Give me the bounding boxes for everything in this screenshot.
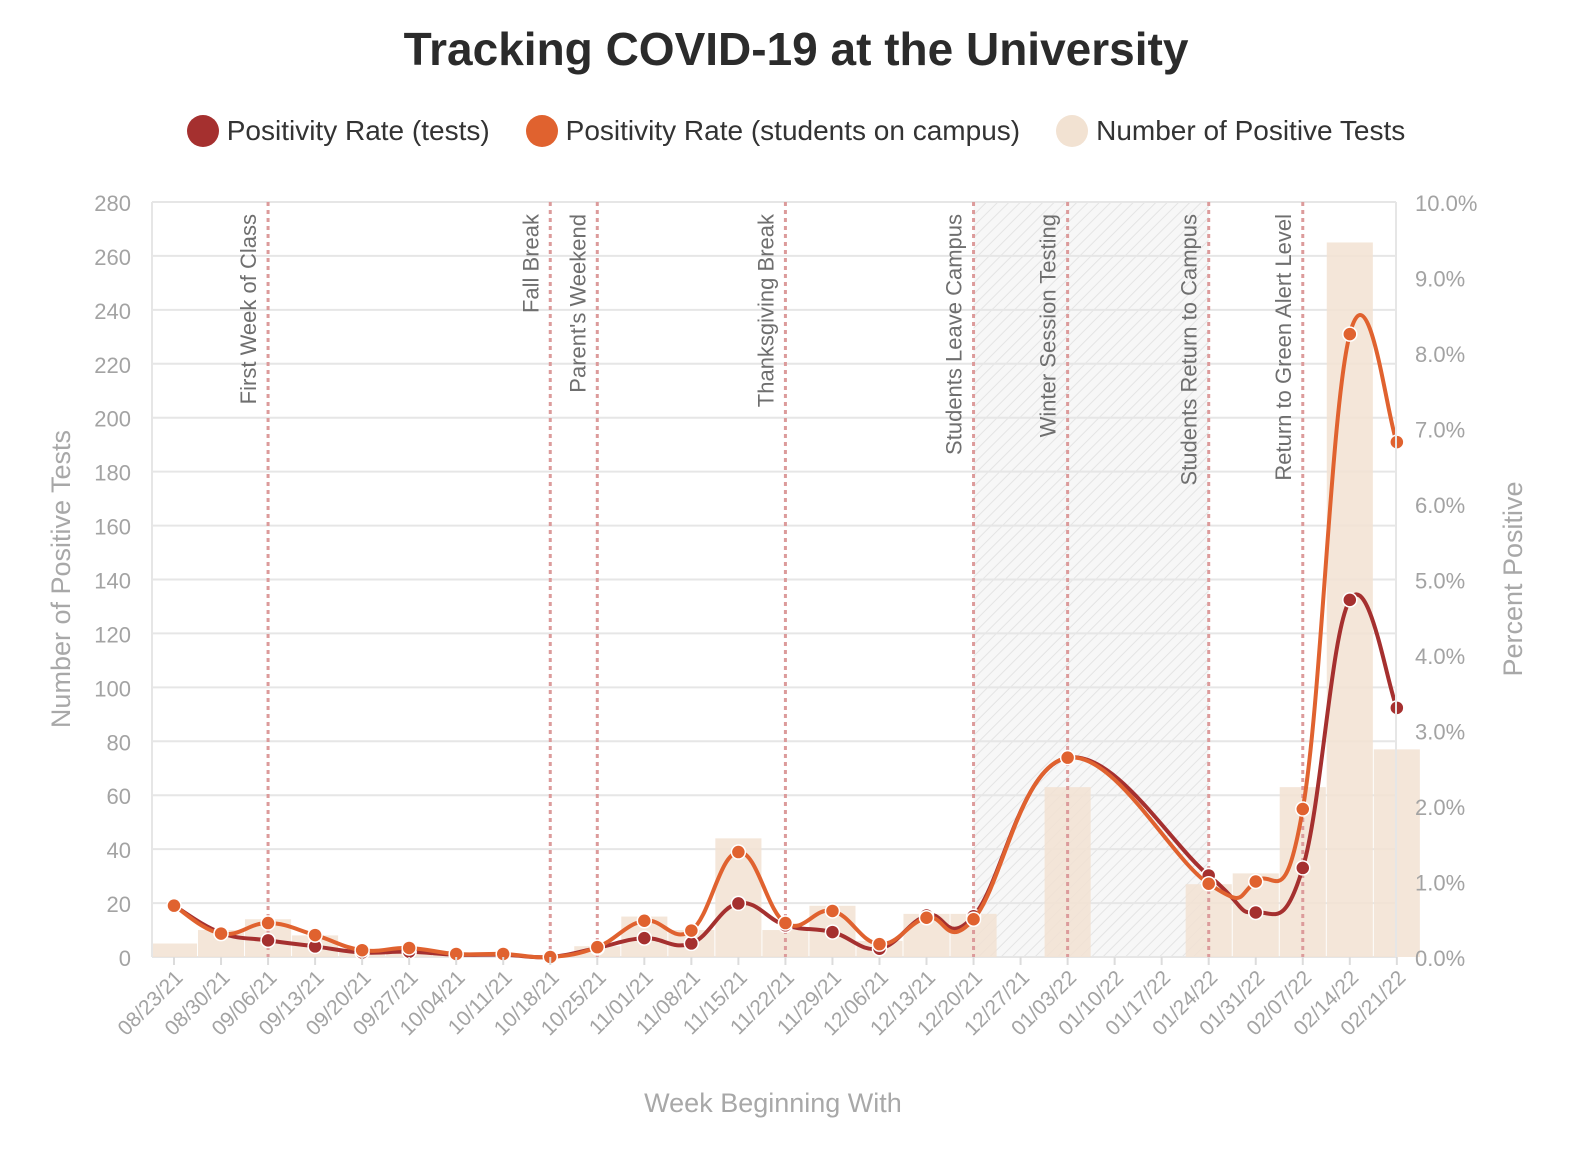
y-tick-left: 100	[94, 676, 131, 701]
y-tick-right: 8.0%	[1415, 342, 1465, 367]
point-students-rate[interactable]	[1200, 876, 1217, 892]
point-students-rate[interactable]	[213, 925, 229, 942]
point-students-rate[interactable]	[307, 927, 323, 943]
legend-item-tests-rate[interactable]: Positivity Rate (tests)	[186, 115, 490, 147]
event-label: Parent's Weekend	[565, 214, 590, 393]
line-tests-rate	[172, 592, 1399, 960]
legend-swatch-tests-rate	[186, 115, 219, 147]
event-label: Fall Break	[518, 213, 543, 313]
y-axis-label-right: Percent Positive	[1498, 481, 1528, 676]
point-students-rate[interactable]	[918, 909, 935, 926]
point-tests-rate[interactable]	[1247, 904, 1264, 921]
y-tick-left: 160	[94, 515, 131, 540]
legend-swatch-students-rate	[525, 115, 558, 147]
point-students-rate[interactable]	[1059, 749, 1076, 766]
event-label: Thanksgiving Break	[753, 213, 778, 407]
y-tick-right: 2.0%	[1415, 795, 1465, 820]
x-axis-label: Week Beginning With	[644, 1088, 902, 1118]
point-students-rate[interactable]	[166, 897, 182, 914]
y-tick-right: 5.0%	[1415, 569, 1465, 594]
legend: Positivity Rate (tests) Positivity Rate …	[0, 115, 1592, 147]
legend-label-tests-rate: Positivity Rate (tests)	[226, 115, 490, 146]
y-tick-left: 0	[119, 946, 131, 971]
y-tick-left: 260	[94, 245, 131, 270]
y-tick-left: 240	[94, 299, 131, 324]
point-tests-rate[interactable]	[1342, 592, 1358, 608]
point-tests-rate[interactable]	[730, 895, 747, 912]
y-tick-left: 80	[107, 730, 131, 755]
bar-positive-tests[interactable]	[150, 943, 198, 957]
y-tick-left: 60	[107, 784, 131, 809]
point-students-rate[interactable]	[636, 913, 653, 929]
y-tick-right: 6.0%	[1415, 493, 1465, 518]
point-students-rate[interactable]	[260, 915, 276, 931]
event-label: First Week of Class	[236, 214, 261, 404]
point-students-rate[interactable]	[401, 940, 417, 956]
y-axis-label-left: Number of Positive Tests	[46, 430, 76, 728]
point-tests-rate[interactable]	[824, 924, 841, 940]
legend-swatch-positive-tests	[1056, 115, 1089, 147]
y-tick-right: 10.0%	[1415, 191, 1477, 216]
point-students-rate[interactable]	[589, 939, 606, 955]
legend-label-positive-tests: Number of Positive Tests	[1096, 115, 1406, 146]
y-tick-left: 280	[94, 191, 131, 216]
point-tests-rate[interactable]	[260, 932, 276, 949]
y-tick-left: 140	[94, 569, 131, 594]
y-tick-left: 200	[94, 407, 131, 432]
legend-item-positive-tests[interactable]: Number of Positive Tests	[1056, 115, 1405, 147]
point-tests-rate[interactable]	[1295, 860, 1311, 876]
legend-label-students-rate: Positivity Rate (students on campus)	[565, 115, 1021, 146]
point-students-rate[interactable]	[1342, 326, 1358, 342]
point-students-rate[interactable]	[777, 915, 794, 931]
point-students-rate[interactable]	[354, 942, 370, 958]
event-label: Winter Session Testing	[1036, 214, 1061, 437]
y-tick-left: 40	[107, 838, 131, 863]
y-tick-right: 9.0%	[1415, 267, 1465, 292]
y-tick-left: 220	[94, 353, 131, 378]
event-label: Return to Green Alert Level	[1271, 214, 1296, 481]
bar-positive-tests[interactable]	[762, 930, 809, 957]
y-tick-right: 4.0%	[1415, 644, 1465, 669]
point-students-rate[interactable]	[871, 936, 888, 952]
chart-title: Tracking COVID-19 at the University	[403, 23, 1189, 75]
point-tests-rate[interactable]	[636, 930, 653, 946]
event-label: Students Leave Campus	[942, 214, 967, 455]
bar-positive-tests[interactable]	[1185, 884, 1232, 957]
point-students-rate[interactable]	[965, 911, 982, 927]
legend-item-students-rate[interactable]: Positivity Rate (students on campus)	[525, 115, 1021, 147]
point-students-rate[interactable]	[1247, 873, 1264, 890]
y-tick-right: 0.0%	[1415, 946, 1465, 971]
bar-positive-tests[interactable]	[1044, 787, 1091, 957]
y-tick-left: 20	[107, 892, 131, 917]
y-tick-right: 3.0%	[1415, 720, 1465, 745]
y-tick-right: 7.0%	[1415, 418, 1465, 443]
y-tick-left: 120	[94, 622, 131, 647]
y-tick-left: 180	[94, 461, 131, 486]
point-students-rate[interactable]	[1295, 801, 1311, 817]
y-tick-right: 1.0%	[1415, 871, 1465, 896]
point-students-rate[interactable]	[730, 844, 747, 860]
point-students-rate[interactable]	[824, 903, 841, 919]
point-tests-rate[interactable]	[683, 935, 700, 952]
event-label: Students Return to Campus	[1177, 214, 1202, 485]
point-students-rate[interactable]	[683, 922, 700, 939]
